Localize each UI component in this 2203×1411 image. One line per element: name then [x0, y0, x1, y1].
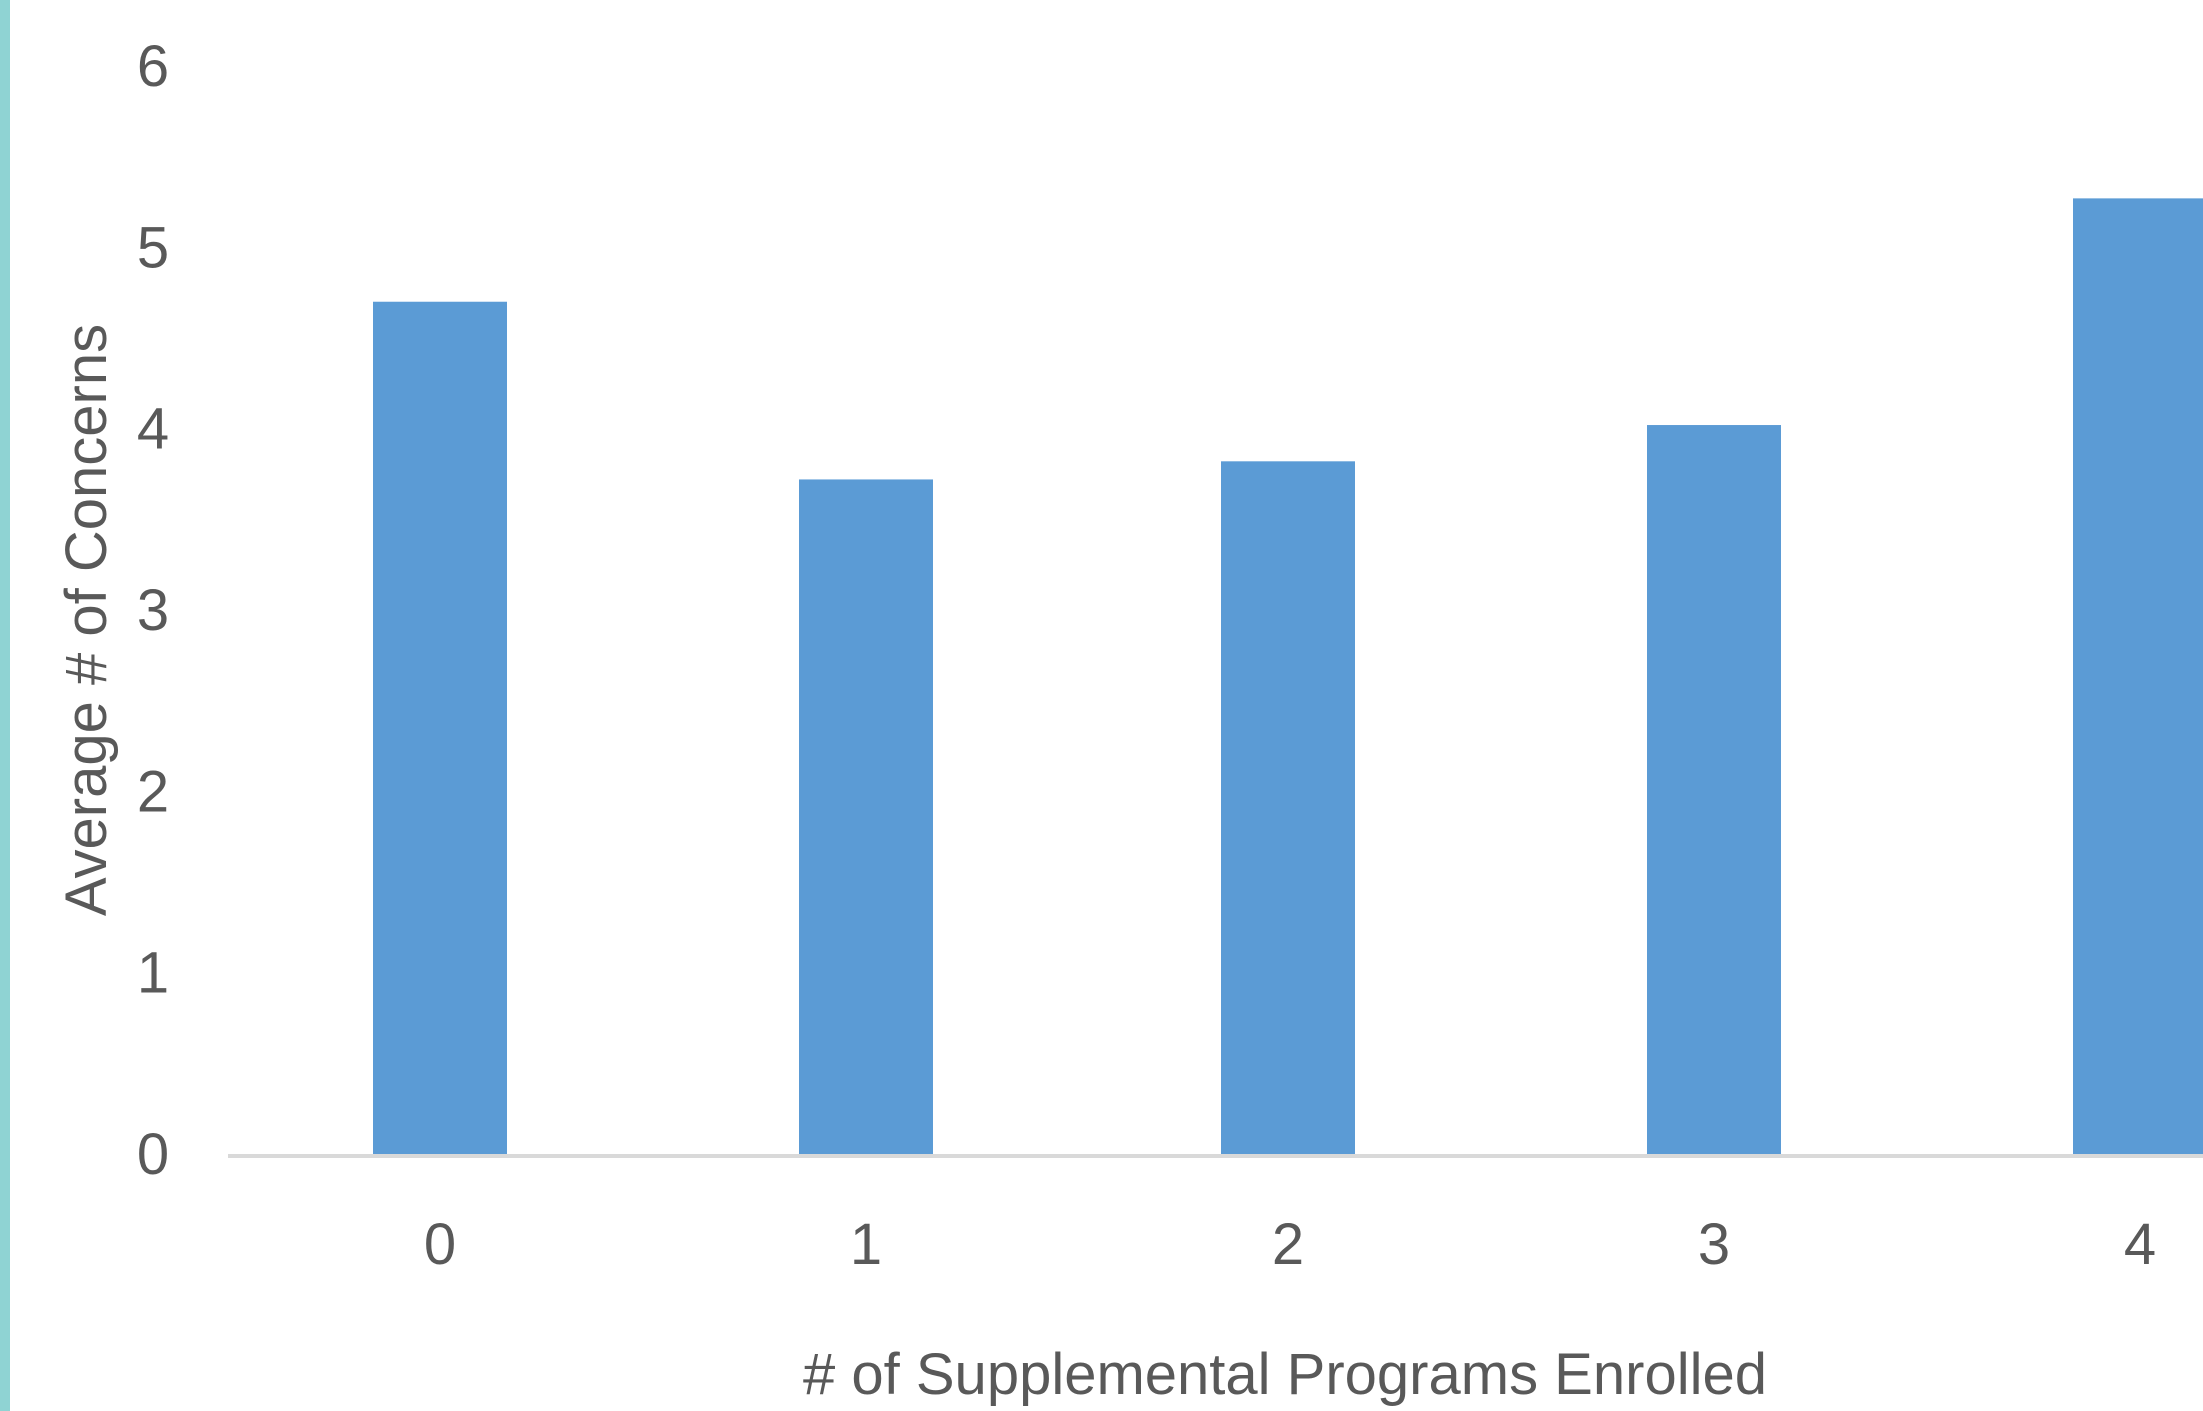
x-axis-ticks: 0 1 2 3 4 — [424, 1212, 2156, 1277]
y-axis-ticks: 0 1 2 3 4 5 6 — [137, 34, 169, 1187]
x-axis-title: # of Supplemental Programs Enrolled — [803, 1342, 1767, 1407]
y-tick-label: 2 — [137, 759, 169, 824]
y-tick-label: 5 — [137, 215, 169, 280]
x-tick-label: 2 — [1272, 1212, 1304, 1277]
x-tick-label: 3 — [1698, 1212, 1730, 1277]
y-tick-label: 6 — [137, 34, 169, 99]
y-tick-label: 4 — [137, 397, 169, 462]
x-tick-label: 0 — [424, 1212, 456, 1277]
left-border-accent — [0, 0, 10, 1411]
bar-1 — [799, 479, 933, 1154]
x-tick-label: 4 — [2124, 1212, 2156, 1277]
y-tick-label: 3 — [137, 578, 169, 643]
x-tick-label: 1 — [850, 1212, 882, 1277]
bar-0 — [373, 301, 507, 1154]
y-tick-label: 0 — [137, 1122, 169, 1187]
bar-4 — [2073, 198, 2203, 1154]
bars-group — [373, 198, 2203, 1155]
y-axis-title: Average # of Concerns — [54, 324, 119, 916]
bar-2 — [1221, 461, 1355, 1155]
y-tick-label: 1 — [137, 941, 169, 1006]
bar-3 — [1647, 425, 1781, 1154]
